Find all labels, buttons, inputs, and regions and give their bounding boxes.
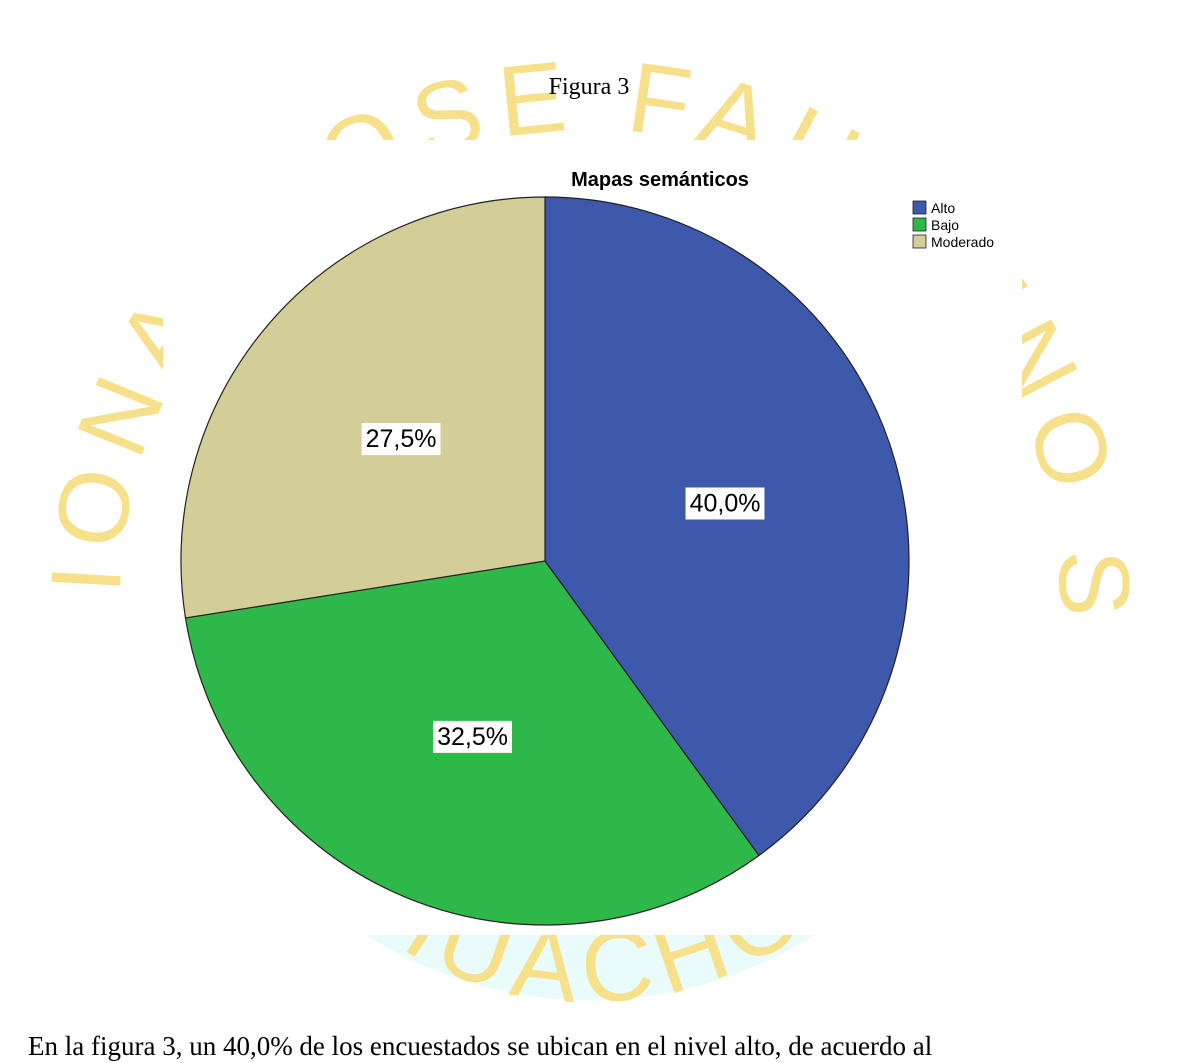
data-label-bg bbox=[685, 487, 765, 520]
chart-title: Mapas semánticos bbox=[571, 169, 749, 191]
legend-label: Alto bbox=[931, 200, 955, 216]
data-label-bg bbox=[433, 720, 513, 753]
legend-label: Bajo bbox=[931, 217, 959, 233]
data-label: 27,5% bbox=[366, 425, 437, 453]
figure-caption: Figura 3 bbox=[549, 74, 630, 100]
legend-swatch bbox=[912, 200, 927, 215]
legend-swatch bbox=[912, 217, 927, 232]
legend-swatch bbox=[912, 234, 927, 249]
pie-slice bbox=[544, 196, 910, 857]
legend-label: Moderado bbox=[931, 234, 994, 250]
data-label: 32,5% bbox=[437, 723, 508, 751]
body-text: En la figura 3, un 40,0% de los encuesta… bbox=[28, 1031, 932, 1061]
data-label-bg bbox=[361, 423, 441, 456]
pie-slice bbox=[180, 196, 546, 619]
data-label: 40,0% bbox=[690, 490, 761, 518]
